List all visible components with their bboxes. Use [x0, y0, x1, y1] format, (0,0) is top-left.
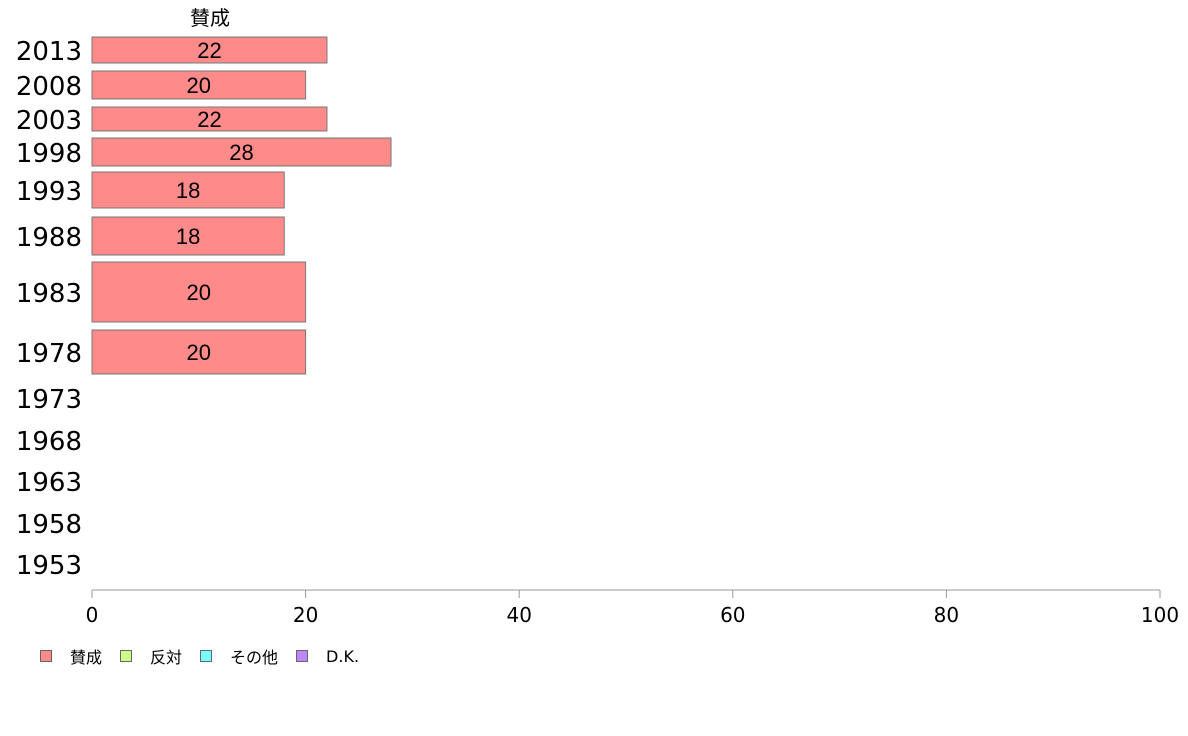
bar-value-label: 20: [187, 340, 211, 365]
legend-item-sonota: その他: [200, 644, 278, 668]
legend-swatch-dk: [296, 650, 309, 662]
bar: [91, 171, 285, 209]
legend-item-hantai: 反対: [120, 644, 182, 668]
legend-item-dk: D.K.: [296, 647, 359, 666]
bar-value-label: 18: [176, 178, 200, 203]
y-tick-label: 1988: [16, 223, 82, 253]
bar: [91, 106, 328, 132]
bar: [91, 216, 285, 256]
legend: 賛成 反対 その他 D.K.: [40, 644, 377, 668]
bar: [91, 261, 307, 323]
y-tick-label: 1973: [16, 385, 82, 415]
legend-label-dk: D.K.: [326, 646, 360, 666]
x-axis: 0 20 40 60 80 100: [86, 589, 1179, 627]
x-tick-label: 60: [720, 603, 745, 627]
x-tick-label: 80: [934, 603, 959, 627]
bar: [91, 36, 328, 64]
bar-value-label: 22: [197, 107, 221, 132]
y-tick-label: 1963: [16, 468, 82, 498]
bar: [91, 329, 307, 375]
bar-value-label: 20: [187, 280, 211, 305]
y-tick-label: 1978: [16, 339, 82, 369]
y-tick-label: 1968: [16, 427, 82, 457]
legend-label-sonota: その他: [230, 648, 279, 667]
x-tick-label: 100: [1141, 603, 1179, 627]
y-tick-label: 1953: [16, 551, 82, 581]
legend-swatch-sonota: [200, 650, 213, 662]
y-tick-label: 2008: [16, 72, 82, 102]
bars-group: [91, 36, 392, 375]
bar: [91, 137, 392, 167]
y-tick-label: 1983: [16, 279, 82, 309]
legend-label-hantai: 反対: [150, 648, 183, 667]
legend-item-sansei: 賛成: [40, 644, 102, 668]
bar-value-label: 18: [176, 224, 200, 249]
bar: [91, 70, 307, 100]
bar-value-label: 28: [229, 140, 253, 165]
bar-labels-group: 22 20 22 28 18 18 20 20: [176, 38, 254, 365]
chart-title: 賛成: [190, 6, 230, 30]
legend-swatch-hantai: [120, 650, 133, 662]
x-tick-label: 40: [506, 603, 531, 627]
legend-label-sansei: 賛成: [70, 648, 103, 667]
bar-value-label: 22: [197, 38, 221, 63]
x-tick-label: 20: [293, 603, 318, 627]
y-tick-label: 2013: [16, 37, 82, 67]
y-tick-label: 1998: [16, 139, 82, 169]
y-tick-label: 2003: [16, 106, 82, 136]
y-tick-label: 1993: [16, 177, 82, 207]
x-tick-label: 0: [86, 603, 99, 627]
legend-swatch-sansei: [40, 650, 52, 662]
y-tick-label: 1958: [16, 510, 82, 540]
bar-value-label: 20: [187, 73, 211, 98]
